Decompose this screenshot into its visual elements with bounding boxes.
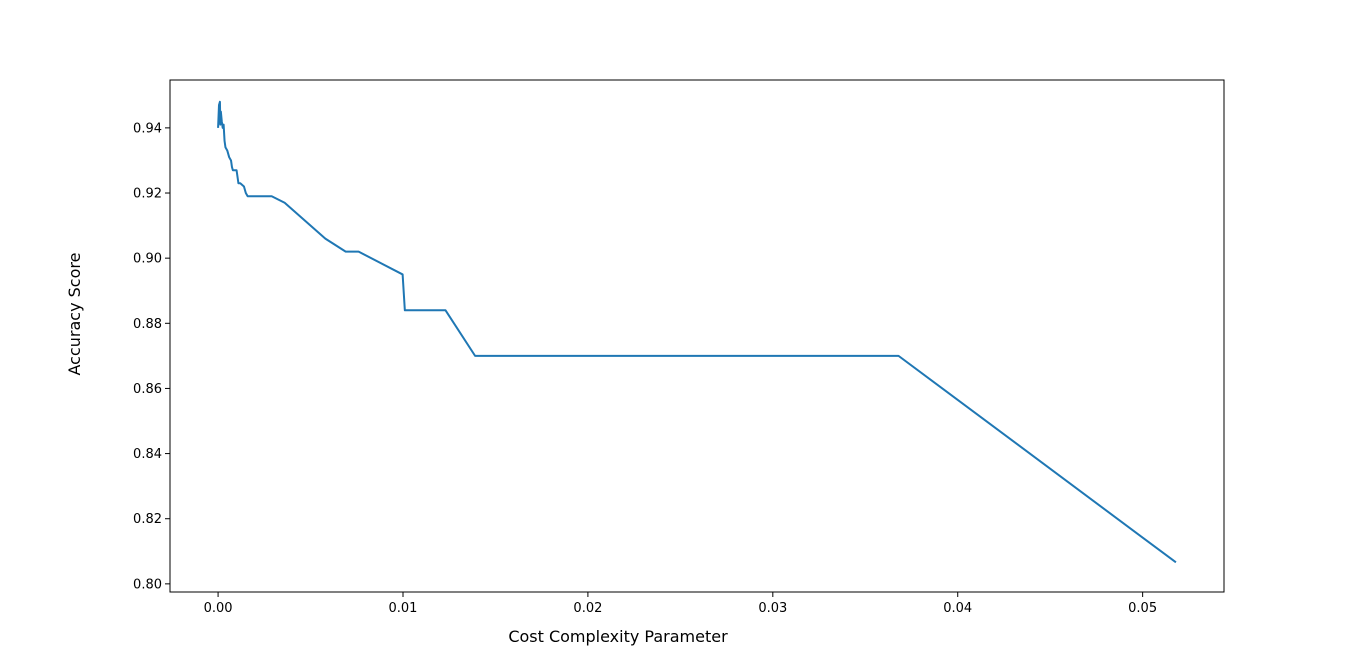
x-axis-label: Cost Complexity Parameter — [508, 627, 728, 646]
x-tick-label: 0.00 — [204, 601, 233, 616]
y-axis-label: Accuracy Score — [65, 253, 84, 376]
accuracy-line — [217, 100, 1177, 564]
x-tick-label: 0.05 — [1128, 601, 1157, 616]
y-tick-label: 0.86 — [133, 382, 162, 397]
axes-frame — [169, 79, 1225, 593]
y-tick-label: 0.88 — [133, 317, 162, 332]
x-axis-ticks: 0.00 0.01 0.02 0.03 0.04 0.05 — [204, 592, 1157, 616]
line-layer — [217, 100, 1177, 564]
x-tick-label: 0.03 — [758, 601, 787, 616]
y-tick-label: 0.92 — [133, 187, 162, 202]
x-tick-label: 0.01 — [389, 601, 418, 616]
y-tick-label: 0.84 — [133, 447, 162, 462]
y-tick-label: 0.90 — [133, 252, 162, 267]
plot-area — [170, 80, 1224, 592]
x-tick-label: 0.02 — [573, 601, 602, 616]
y-tick-label: 0.94 — [133, 121, 162, 136]
y-tick-label: 0.80 — [133, 577, 162, 592]
x-tick-label: 0.04 — [943, 601, 972, 616]
y-tick-label: 0.82 — [133, 512, 162, 527]
y-axis-ticks: 0.80 0.82 0.84 0.86 0.88 0.90 0.92 0.94 — [133, 121, 170, 592]
